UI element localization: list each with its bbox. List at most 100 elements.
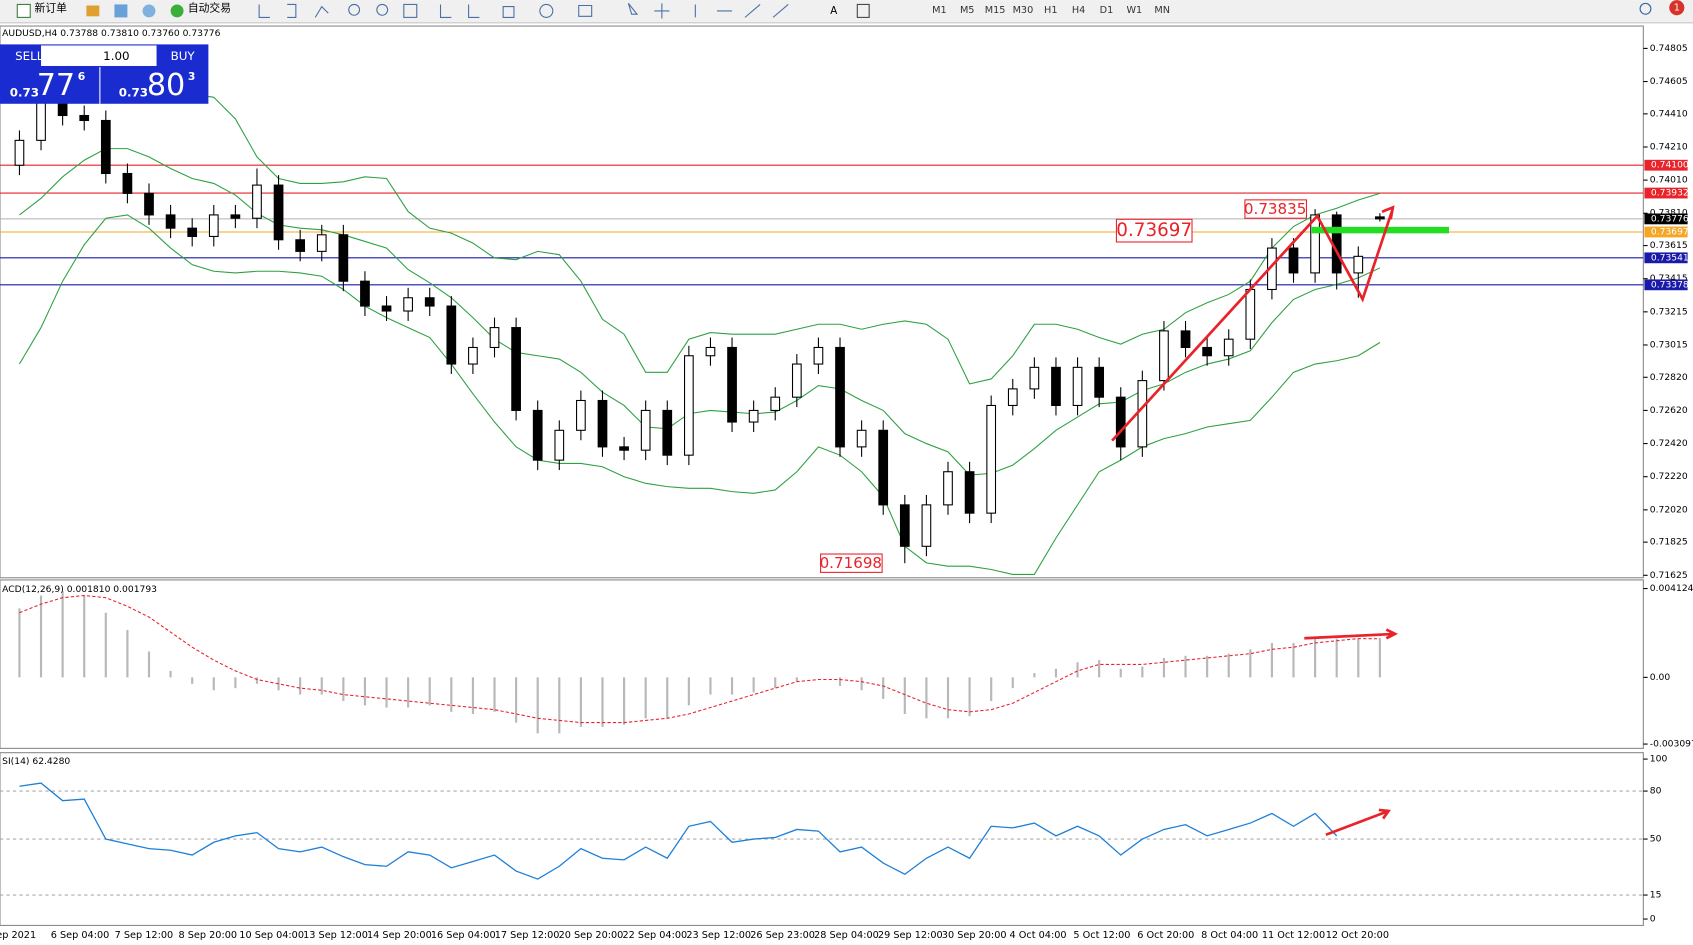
- timeframe-button[interactable]: H4: [1072, 5, 1085, 16]
- x-tick-label: 12 Oct 20:00: [1326, 930, 1389, 941]
- macd-bar: [1270, 642, 1273, 678]
- annotation: 0.73697: [1116, 220, 1192, 241]
- candle-body: [57, 101, 68, 117]
- x-tick-label: 26 Sep 23:00: [750, 930, 815, 941]
- macd-bar: [644, 677, 647, 719]
- ask-digits: 80: [147, 68, 185, 103]
- candle-body: [640, 409, 651, 451]
- toolbar-button[interactable]: 自动交易: [188, 2, 231, 15]
- icon[interactable]: [86, 5, 100, 17]
- auto-trade-icon[interactable]: [170, 4, 184, 18]
- rsi-arrow: [1325, 808, 1391, 837]
- candle-body: [1051, 366, 1061, 406]
- price-level-tag: [1644, 279, 1688, 291]
- lot[interactable]: 1.00: [103, 49, 129, 63]
- sell-button[interactable]: SELL: [15, 49, 44, 63]
- macd-bar: [622, 677, 626, 725]
- macd-bar: [860, 677, 863, 691]
- draw-icons[interactable]: [627, 3, 789, 19]
- bollinger-lower: [18, 214, 1381, 575]
- macd-bar: [1292, 642, 1295, 678]
- candle-body: [316, 234, 327, 252]
- new-order-icon[interactable]: [16, 3, 31, 18]
- x-tick-label: 8 Oct 04:00: [1201, 930, 1258, 941]
- candle-body: [489, 327, 500, 349]
- candle-body: [705, 346, 716, 357]
- y-tick-label: 0.74010: [1650, 175, 1688, 186]
- candle-body: [144, 192, 154, 216]
- label-tool[interactable]: [856, 3, 870, 18]
- macd-bar: [363, 677, 367, 706]
- search[interactable]: [1639, 2, 1652, 15]
- projection-arrow: [1111, 205, 1395, 442]
- zoom-in[interactable]: [348, 3, 361, 16]
- notification[interactable]: [1669, 0, 1685, 16]
- price-level-tag: [1644, 213, 1688, 225]
- timeframe-button[interactable]: H1: [1044, 5, 1057, 16]
- candle-body: [1353, 255, 1364, 274]
- candle-body: [684, 355, 694, 456]
- candle-body: [813, 346, 824, 365]
- trade-panel: SELL BUY 1.00 0.73 77 6 0.73 80 3: [0, 44, 209, 104]
- text-tool[interactable]: A: [830, 5, 837, 17]
- macd-bar: [730, 677, 734, 695]
- macd-bar: [169, 670, 172, 678]
- rsi-line: [19, 782, 1338, 880]
- main-panel: [0, 25, 1644, 579]
- macd-bar: [104, 612, 107, 678]
- macd-bar: [1184, 655, 1187, 678]
- candle-body: [468, 346, 478, 365]
- timeframe-button[interactable]: M5: [960, 5, 975, 16]
- x-tick-label: 10 Sep 04:00: [239, 930, 304, 941]
- candle-body: [1310, 214, 1320, 274]
- x-tick-label: 6 Oct 20:00: [1137, 930, 1194, 941]
- macd-bar: [795, 677, 798, 682]
- icon[interactable]: [114, 4, 128, 18]
- candle-body: [1115, 396, 1126, 448]
- candle-body: [360, 280, 370, 307]
- buy-button[interactable]: BUY: [171, 49, 196, 63]
- macd-bar: [493, 677, 496, 712]
- zoom-out[interactable]: [376, 3, 389, 16]
- y-tick-label: 0.74210: [1650, 141, 1688, 152]
- macd-bar: [471, 677, 474, 714]
- candle-body: [662, 409, 673, 456]
- candle-body: [14, 139, 25, 166]
- chart-type-icons[interactable]: [258, 3, 329, 18]
- macd-bar: [882, 677, 885, 699]
- macd-bar: [39, 595, 43, 678]
- timeframe-button[interactable]: M1: [932, 5, 947, 16]
- macd-bar: [255, 677, 259, 684]
- macd-bar: [1162, 657, 1166, 678]
- timeframe-button[interactable]: MN: [1154, 5, 1170, 16]
- x-tick-label: 14 Sep 20:00: [367, 930, 432, 941]
- macd-bar: [234, 677, 237, 689]
- lot-input[interactable]: [41, 45, 157, 66]
- tool-icons[interactable]: [439, 3, 593, 18]
- timeframe-button[interactable]: W1: [1126, 5, 1142, 16]
- toolbar-button[interactable]: 新订单: [35, 2, 68, 15]
- annotation-box: [820, 553, 883, 573]
- macd-arrow: [1304, 628, 1399, 640]
- icon[interactable]: [142, 4, 156, 18]
- candle-body: [424, 297, 435, 307]
- candle-body: [532, 409, 543, 461]
- timeframe-button[interactable]: M15: [985, 5, 1006, 16]
- macd-bar: [212, 677, 215, 691]
- bid-digits: 77: [37, 68, 75, 103]
- candle-body: [1159, 330, 1169, 382]
- bollinger-upper: [19, 65, 1381, 385]
- y-tick-label: 0.74805: [1650, 43, 1688, 54]
- tile[interactable]: [403, 3, 418, 18]
- divider: [99, 67, 101, 104]
- macd-bar: [299, 677, 302, 695]
- candle-body: [187, 227, 198, 237]
- support-zone: [1311, 226, 1449, 234]
- macd-bar: [1054, 668, 1058, 678]
- candle-body: [511, 327, 521, 411]
- x-tick-label: 6 Sep 04:00: [51, 930, 110, 941]
- timeframe-button[interactable]: M30: [1013, 5, 1034, 16]
- timeframe-button[interactable]: D1: [1100, 5, 1114, 16]
